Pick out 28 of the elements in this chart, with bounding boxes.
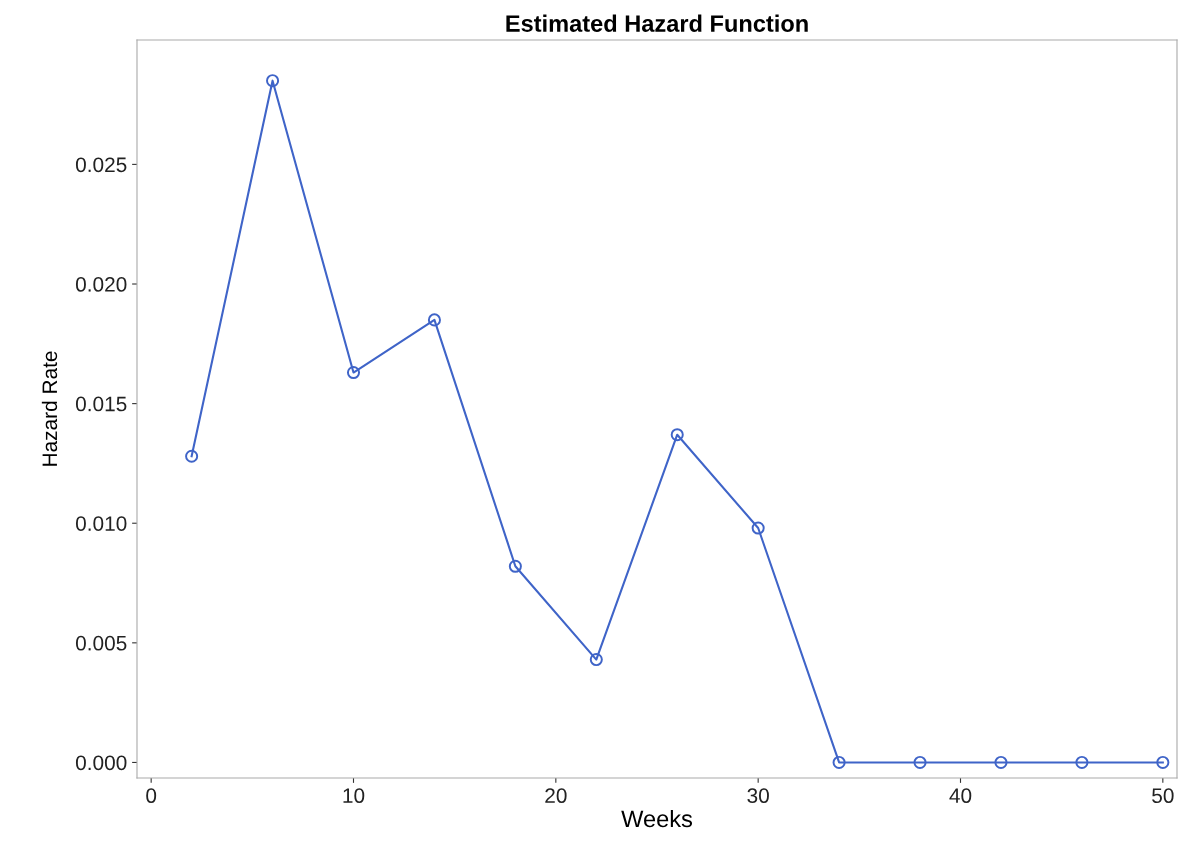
y-tick-label: 0.005 (75, 635, 127, 651)
y-tick-label: 0.015 (75, 396, 127, 412)
point (670, 428, 684, 442)
point (346, 365, 361, 380)
y-tick-label: 0.010 (75, 516, 127, 531)
point (427, 313, 441, 327)
x-tick-label: 0 (146, 788, 157, 804)
x-tick-label: 50 (1152, 788, 1174, 804)
point (913, 755, 927, 769)
chart-title: Estimated Hazard Function (506, 14, 808, 32)
x-tick-label: 40 (949, 788, 972, 804)
point (994, 755, 1008, 769)
y-axis-title: Hazard Rate (41, 351, 58, 466)
point (508, 559, 522, 573)
point (1075, 755, 1089, 769)
y-tick-label: 0.025 (75, 157, 127, 173)
x-tick-label: 10 (343, 788, 365, 804)
point (751, 521, 765, 535)
point (266, 74, 280, 88)
x-axis-title: Weeks (621, 809, 693, 828)
x-tick-label: 30 (747, 788, 769, 804)
point (589, 653, 603, 667)
point (185, 449, 199, 463)
y-tick-label: 0.000 (75, 755, 127, 771)
y-tick-label: 0.020 (75, 277, 127, 292)
x-tick-label: 20 (545, 788, 567, 804)
point (1156, 755, 1170, 769)
point (832, 755, 846, 769)
